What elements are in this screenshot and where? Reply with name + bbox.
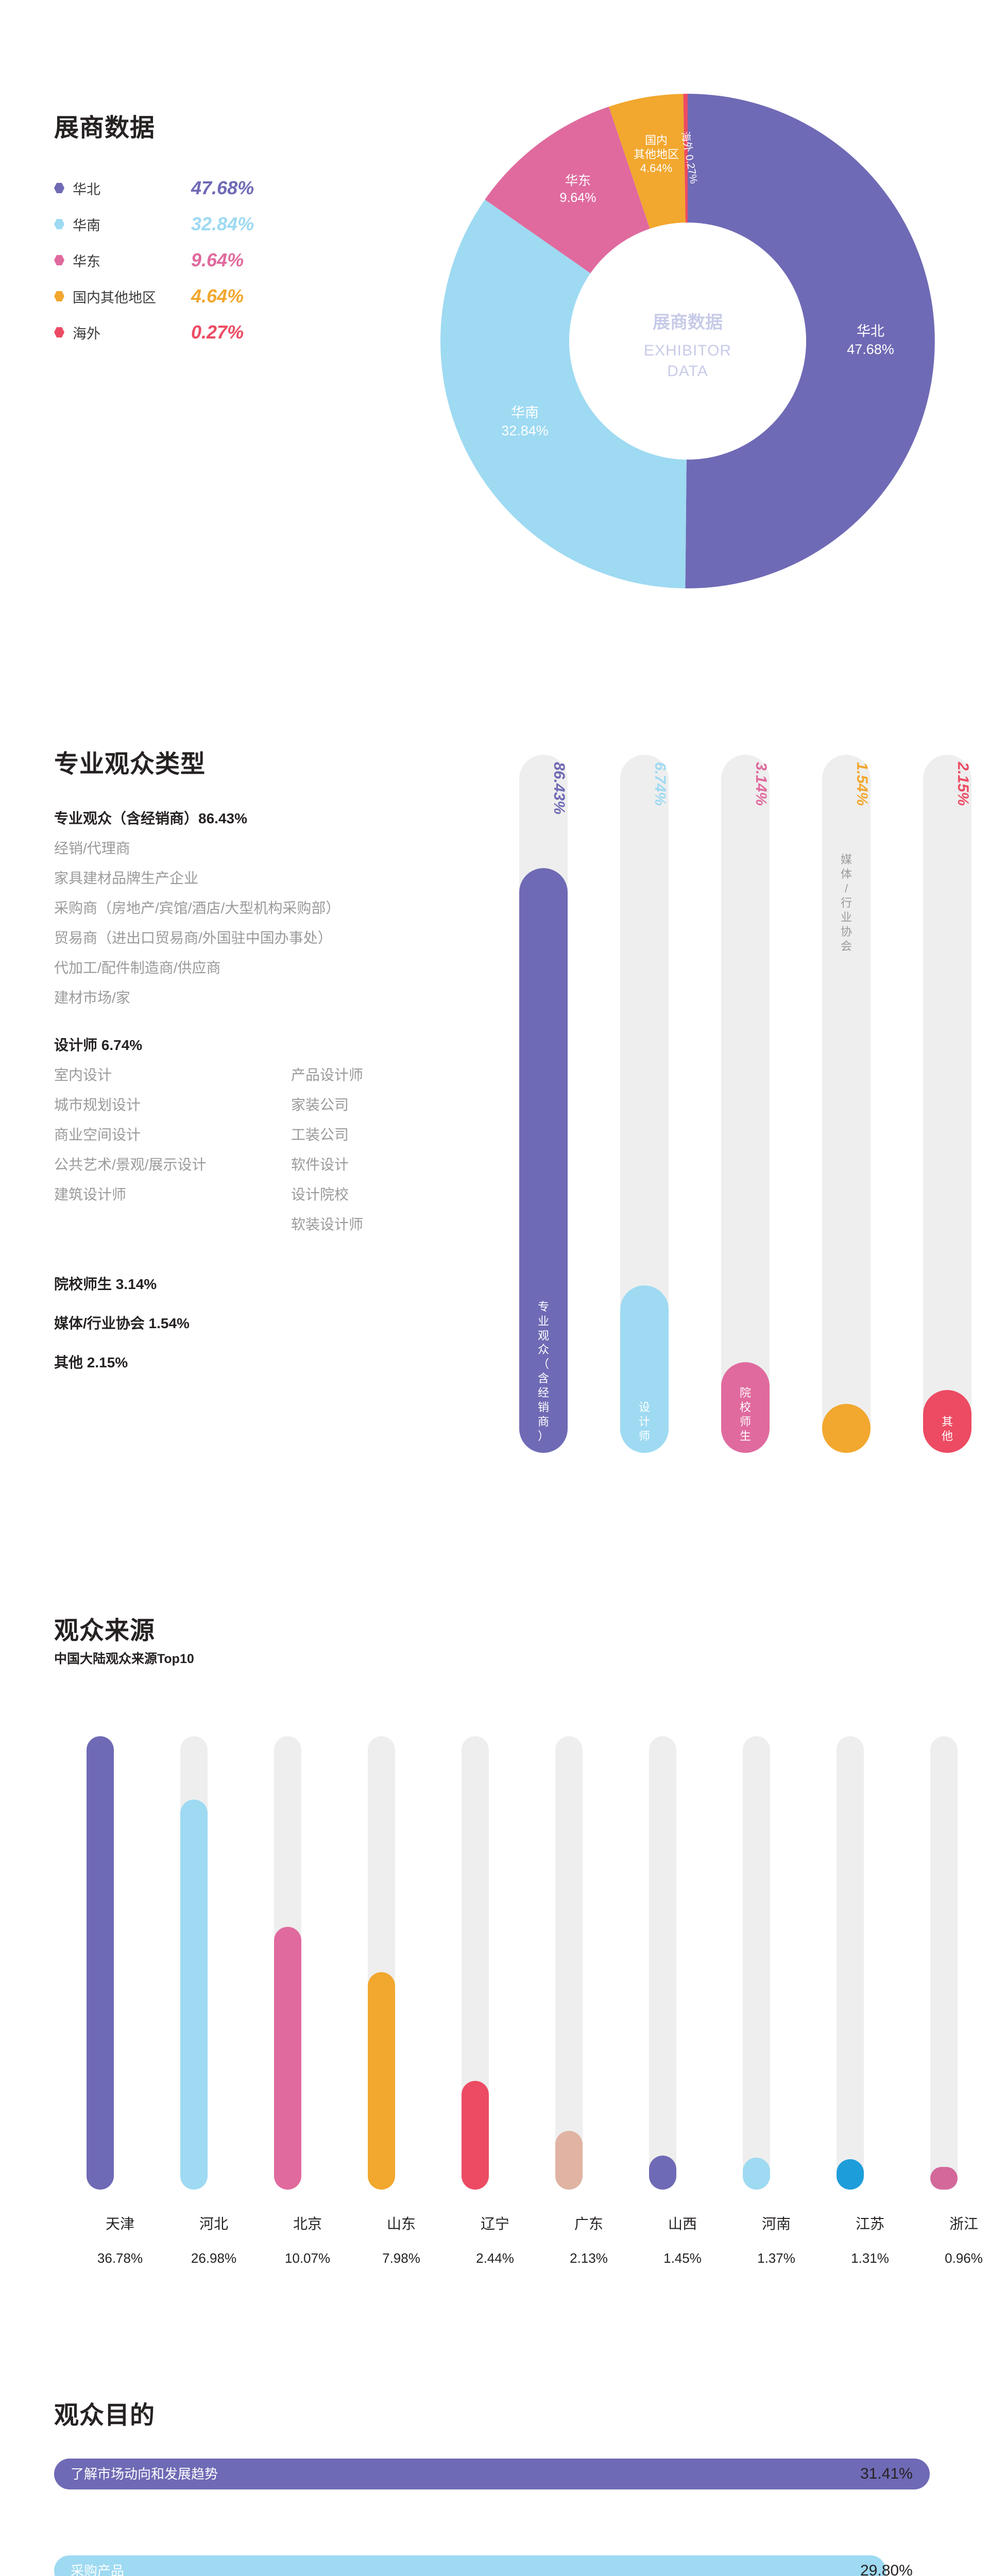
svg-text:4.64%: 4.64% — [640, 162, 672, 175]
svg-text:9.64%: 9.64% — [560, 191, 596, 205]
svg-text:华东: 华东 — [565, 174, 591, 188]
svg-text:EXHIBITOR: EXHIBITOR — [644, 342, 731, 359]
svg-text:其他地区: 其他地区 — [634, 148, 679, 161]
svg-text:国内: 国内 — [645, 134, 668, 147]
svg-text:展商数据: 展商数据 — [653, 313, 723, 332]
svg-text:47.68%: 47.68% — [847, 342, 894, 357]
svg-text:DATA: DATA — [667, 363, 708, 380]
svg-text:华北: 华北 — [857, 324, 884, 339]
svg-text:32.84%: 32.84% — [501, 423, 549, 438]
svg-text:华南: 华南 — [511, 405, 539, 420]
